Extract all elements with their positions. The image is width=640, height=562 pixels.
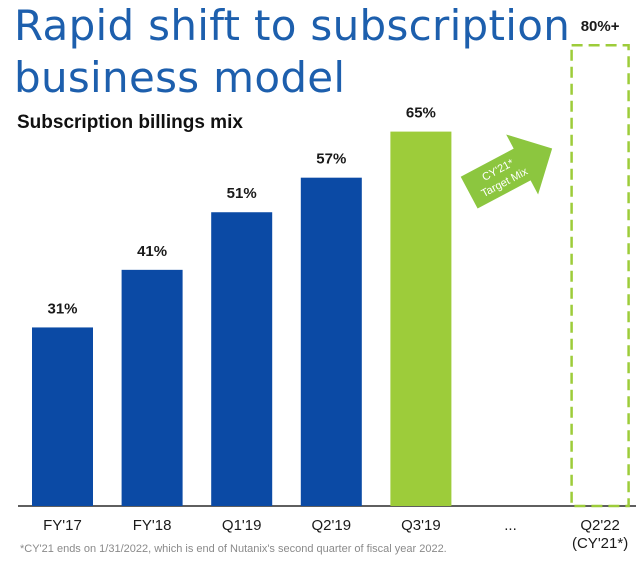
value-label-4: 57% bbox=[316, 151, 346, 168]
bar-4 bbox=[300, 177, 362, 506]
bars-group bbox=[32, 43, 630, 508]
value-label-7: 80%+ bbox=[581, 18, 620, 35]
bar-1 bbox=[32, 327, 93, 506]
category-label-7: Q2'22 bbox=[580, 517, 620, 534]
category-label-1: FY'17 bbox=[43, 517, 82, 534]
page-title: Rapid shift to subscription business mod… bbox=[14, 0, 570, 104]
bar-7 bbox=[570, 43, 630, 508]
arrow-shape bbox=[460, 134, 553, 209]
category-label-2: FY'18 bbox=[133, 517, 172, 534]
target-mix-arrow: CY'21* Target Mix bbox=[460, 134, 553, 209]
footnote: *CY'21 ends on 1/31/2022, which is end o… bbox=[20, 543, 447, 555]
title-line-1: Rapid shift to subscription bbox=[14, 1, 571, 50]
value-label-2: 41% bbox=[137, 243, 167, 260]
bar-2 bbox=[121, 269, 183, 506]
category-labels-group: FY'17 FY'18 Q1'19 Q2'19 Q3'19... Q2'22(CY'21*… bbox=[43, 517, 628, 552]
category-label-5: Q3'19 bbox=[401, 517, 441, 534]
bar-3 bbox=[211, 212, 273, 507]
chart-subtitle: Subscription billings mix bbox=[17, 112, 243, 133]
value-label-5: 65% bbox=[406, 105, 436, 122]
title-line-2: business model bbox=[14, 53, 346, 102]
value-label-3: 51% bbox=[227, 185, 257, 202]
bar-5 bbox=[390, 131, 452, 506]
category-sublabel-7: (CY'21*) bbox=[572, 535, 628, 552]
value-label-1: 31% bbox=[47, 300, 77, 317]
category-label-4: Q2'19 bbox=[312, 517, 352, 534]
category-label-3: Q1'19 bbox=[222, 517, 262, 534]
value-labels-group: 31% 41% 51% 57% 65% 80%+ bbox=[47, 18, 619, 317]
category-label-6: ... bbox=[504, 517, 517, 534]
